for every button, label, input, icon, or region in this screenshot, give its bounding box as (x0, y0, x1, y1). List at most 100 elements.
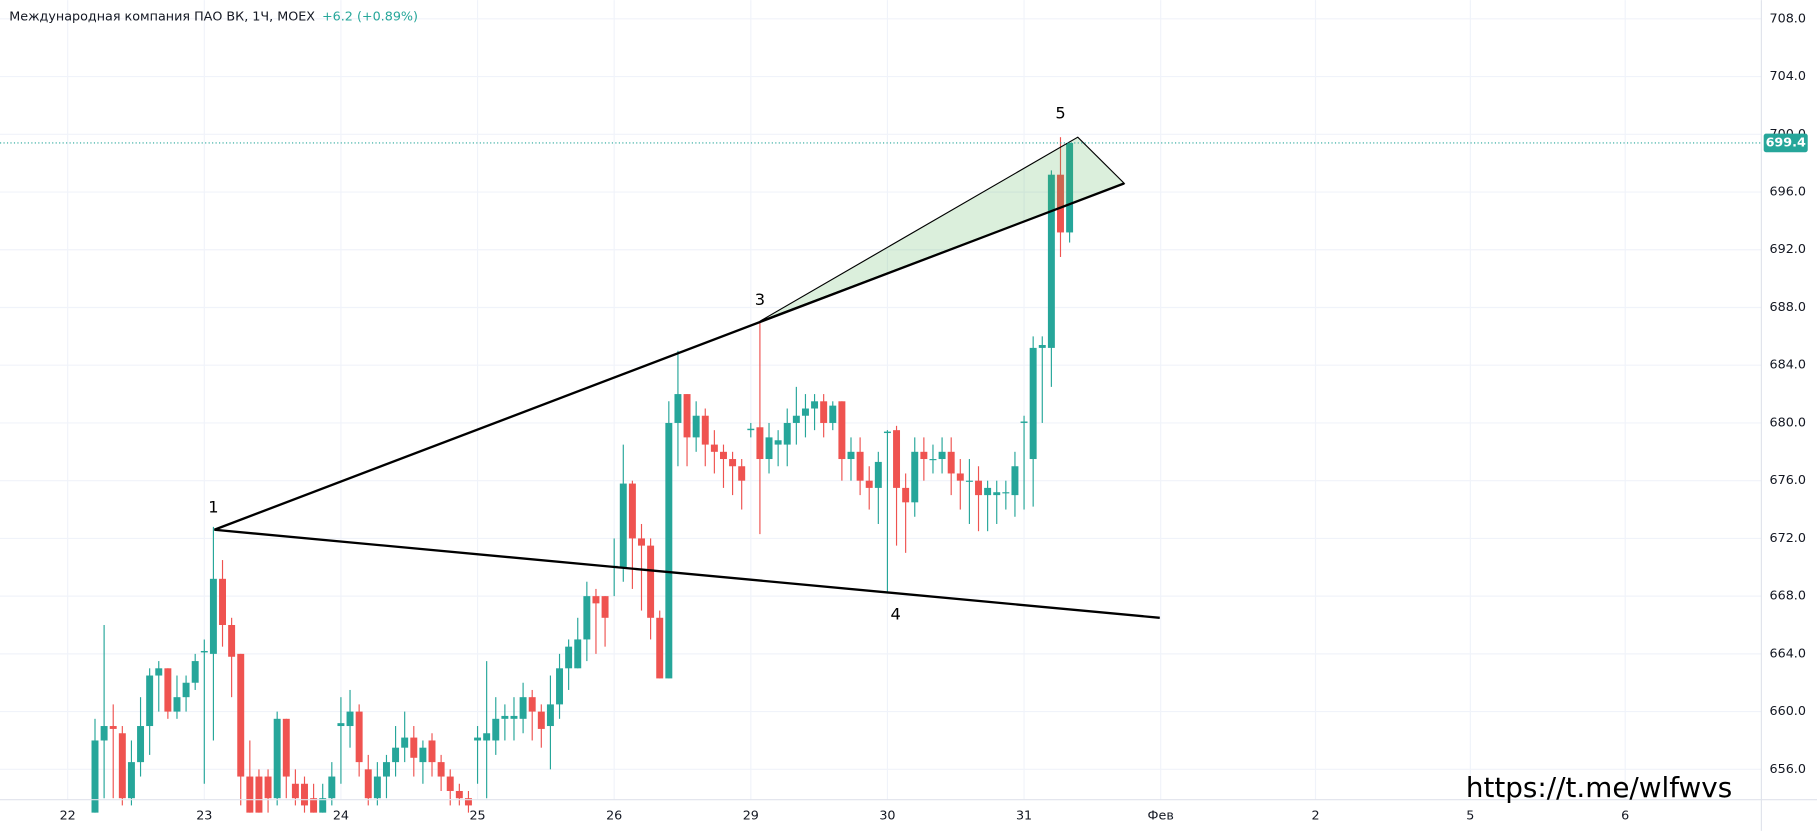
candle-body (109, 726, 117, 729)
candle-body (419, 747, 427, 763)
x-tick-label: 29 (743, 808, 759, 823)
candle-body (619, 483, 627, 568)
candle-body (729, 459, 737, 467)
candle-body (1038, 345, 1046, 348)
candle-body (1020, 421, 1028, 423)
wave-label: 1 (208, 498, 218, 517)
candle-body (565, 646, 573, 669)
candle-body (947, 451, 955, 474)
last-price-box (1763, 133, 1808, 153)
candle-body (1029, 347, 1037, 460)
candle-body (118, 733, 126, 799)
candle-body (738, 466, 746, 481)
candle-body (483, 733, 491, 741)
candle-body (474, 737, 482, 741)
candle-body (146, 675, 154, 727)
candle-body (91, 740, 99, 813)
candle-body (337, 723, 345, 727)
candle-body (364, 769, 372, 799)
candle-body (911, 451, 919, 503)
candle-body (528, 697, 536, 712)
candle-body (1066, 142, 1074, 233)
candle-body (874, 461, 882, 488)
candle-body (811, 401, 819, 409)
candle-body (464, 798, 472, 806)
price-change: +6.2 (+0.89%) (322, 9, 418, 24)
candle-body (410, 737, 418, 758)
candle-body (209, 578, 217, 654)
candle-body (191, 661, 199, 683)
candle-body (975, 480, 982, 496)
candle-body (273, 718, 281, 799)
candle-body (291, 783, 299, 799)
candle-body (237, 653, 245, 777)
candle-body (583, 596, 591, 640)
candle-body (920, 451, 928, 460)
candle-body (392, 747, 400, 763)
y-tick-label: 684.0 (1769, 358, 1805, 373)
y-tick-label: 672.0 (1769, 531, 1805, 546)
candle-body (856, 451, 864, 481)
candle-body (638, 538, 645, 546)
y-tick-label: 664.0 (1769, 646, 1805, 661)
candle-body (282, 718, 290, 777)
x-tick-label: 23 (196, 808, 212, 823)
x-tick-label: 31 (1016, 808, 1032, 823)
candle-body (1002, 492, 1010, 494)
candle-body (647, 545, 655, 618)
watermark: https://t.me/wlfwvs (1466, 771, 1732, 804)
candle-body (847, 451, 855, 460)
y-tick-label: 676.0 (1769, 473, 1805, 488)
candle-body (1047, 174, 1055, 348)
candle-body (428, 740, 436, 763)
symbol: Международная компания ПАО ВК, 1Ч, MOEX (9, 9, 315, 24)
y-tick-label: 680.0 (1769, 415, 1805, 430)
y-tick-label: 704.0 (1769, 69, 1805, 84)
x-tick-label: 2 (1311, 808, 1319, 823)
wave-label: 5 (1055, 104, 1065, 123)
candle-body (1057, 174, 1064, 233)
candle-body (246, 776, 254, 813)
candle-body (264, 776, 272, 799)
candle-body (137, 726, 145, 763)
y-tick-label: 688.0 (1769, 300, 1805, 315)
candle-body (219, 578, 226, 626)
candle-body (446, 776, 454, 791)
candle-body (883, 431, 891, 434)
plot: 1 3 4 5 (0, 104, 1762, 813)
candle-body (510, 715, 518, 719)
wave-label: 4 (890, 604, 900, 623)
candle-body (200, 650, 208, 653)
x-tick-label: 26 (606, 808, 622, 823)
candle-body (556, 668, 564, 705)
x-tick-label: 24 (333, 808, 349, 823)
x-tick-label: Фев (1148, 808, 1174, 823)
candle-body (501, 715, 509, 719)
candle-body (155, 668, 163, 676)
candle-body (692, 415, 700, 438)
candle-body (328, 776, 336, 799)
candle-body (601, 596, 609, 618)
candle-body (127, 762, 135, 799)
grid (0, 0, 1762, 800)
candle-body (838, 401, 846, 460)
candle-body (683, 394, 691, 438)
candle-body (492, 718, 500, 741)
trend-line (213, 182, 1125, 531)
y-tick-label: 656.0 (1769, 762, 1805, 777)
x-tick-label: 5 (1466, 808, 1474, 823)
y-tick-label: 708.0 (1769, 11, 1805, 26)
x-tick-label: 25 (469, 808, 485, 823)
y-tick-label: 660.0 (1769, 704, 1805, 719)
candle-body (710, 444, 718, 452)
candle-body (455, 790, 463, 799)
candle-body (346, 711, 354, 727)
candle-body (774, 440, 782, 445)
candle-body (865, 480, 873, 488)
y-tick-label: 692.0 (1769, 242, 1805, 257)
candle-body (382, 762, 390, 777)
candle-body (674, 394, 682, 423)
candle-body (665, 422, 673, 679)
